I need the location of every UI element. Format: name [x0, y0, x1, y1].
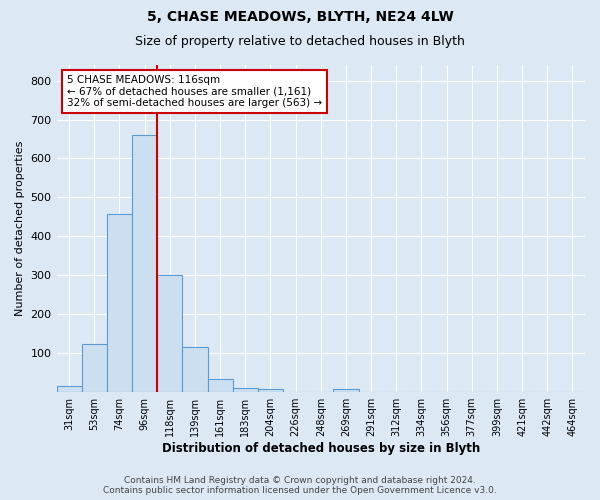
Text: Contains HM Land Registry data © Crown copyright and database right 2024.
Contai: Contains HM Land Registry data © Crown c…	[103, 476, 497, 495]
Text: Size of property relative to detached houses in Blyth: Size of property relative to detached ho…	[135, 35, 465, 48]
X-axis label: Distribution of detached houses by size in Blyth: Distribution of detached houses by size …	[161, 442, 480, 455]
Bar	[56, 386, 82, 392]
Bar	[132, 135, 157, 392]
Bar	[233, 388, 258, 392]
Bar	[258, 389, 283, 392]
Y-axis label: Number of detached properties: Number of detached properties	[15, 141, 25, 316]
Bar	[157, 276, 182, 392]
Bar	[107, 214, 132, 392]
Bar	[82, 344, 107, 392]
Bar	[182, 348, 208, 392]
Bar	[208, 378, 233, 392]
Text: 5, CHASE MEADOWS, BLYTH, NE24 4LW: 5, CHASE MEADOWS, BLYTH, NE24 4LW	[146, 10, 454, 24]
Text: 5 CHASE MEADOWS: 116sqm
← 67% of detached houses are smaller (1,161)
32% of semi: 5 CHASE MEADOWS: 116sqm ← 67% of detache…	[67, 75, 322, 108]
Bar	[334, 389, 359, 392]
